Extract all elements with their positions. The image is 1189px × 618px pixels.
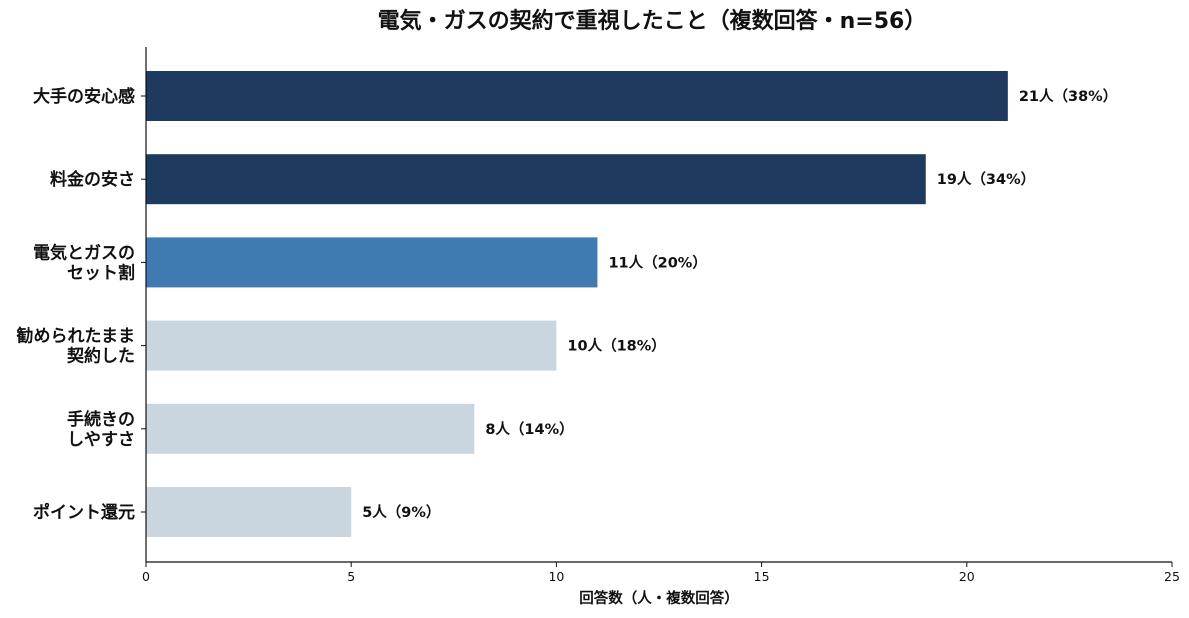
- category-label-1-0: 料金の安さ: [50, 169, 135, 190]
- category-label-4-1: しやすさ: [67, 430, 135, 450]
- bar-0: [146, 71, 1008, 121]
- bar-1: [146, 154, 926, 205]
- x-tick-label-5: 25: [1164, 569, 1180, 584]
- x-tick-label-4: 20: [959, 569, 975, 584]
- x-tick-label-0: 0: [142, 569, 150, 584]
- value-label-0: 21人（38%）: [1019, 87, 1117, 105]
- value-label-5: 5人（9%）: [362, 503, 440, 521]
- category-label-3-1: 契約した: [66, 346, 135, 367]
- x-axis-title: 回答数（人・複数回答）: [579, 589, 739, 607]
- x-tick-label-2: 10: [548, 569, 564, 584]
- x-tick-label-3: 15: [754, 569, 770, 584]
- value-label-1: 19人（34%）: [937, 170, 1035, 188]
- chart-title: 電気・ガスの契約で重視したこと（複数回答・n=56）: [378, 8, 927, 34]
- category-label-4-0: 手続きの: [67, 409, 135, 430]
- bar-4: [146, 403, 475, 454]
- value-label-3: 10人（18%）: [567, 337, 665, 355]
- x-tick-label-1: 5: [347, 569, 355, 584]
- bar-3: [146, 320, 557, 371]
- category-label-2-0: 電気とガスの: [33, 242, 135, 263]
- bars-layer: 21人（38%） 19人（34%） 11人（20%） 10人（18%） 8人（14%） 5…: [146, 71, 1117, 537]
- value-label-2: 11人（20%）: [608, 253, 706, 271]
- bar-2: [146, 237, 598, 288]
- category-label-2-1: セット割: [67, 262, 135, 283]
- axes-layer: 大手の安心感料金の安さ電気とガスのセット割勧められたまま契約した手続きのしやすさ…: [17, 47, 1180, 584]
- bar-5: [146, 487, 352, 537]
- category-label-3-0: 勧められたまま: [17, 326, 136, 347]
- category-label-5-0: ポイント還元: [33, 502, 135, 523]
- value-label-4: 8人（14%）: [485, 420, 573, 438]
- category-label-0-0: 大手の安心感: [33, 86, 135, 107]
